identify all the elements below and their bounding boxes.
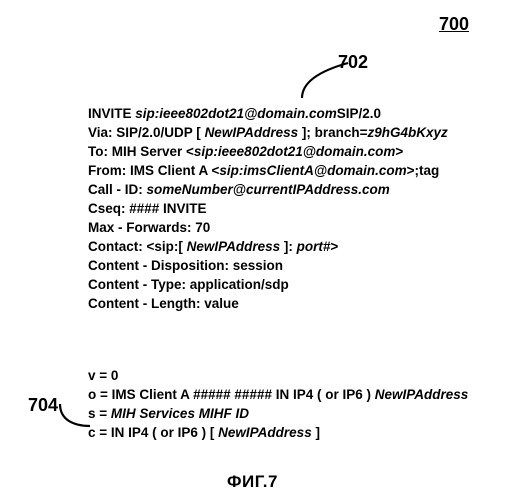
code-line: Call - ID: someNumber@currentIPAddress.c… — [88, 180, 448, 199]
ref-number-704: 704 — [28, 395, 58, 416]
code-line: Content - Disposition: session — [88, 256, 448, 275]
code-segment: INVITE — [88, 106, 135, 121]
code-segment: Cseq: #### INVITE — [88, 201, 207, 216]
code-segment: ]: — [280, 239, 297, 254]
code-segment: NewIPAddress — [218, 425, 312, 440]
code-line: Content - Length: value — [88, 294, 448, 313]
code-segment: Content - Type: application/sdp — [88, 277, 289, 292]
code-line: From: IMS Client A <sip:imsClientA@domai… — [88, 161, 448, 180]
callout-curve-704 — [56, 390, 92, 430]
code-line: o = IMS Client A ##### ##### IN IP4 ( or… — [88, 385, 468, 404]
code-line: To: MIH Server <sip:ieee802dot21@domain.… — [88, 142, 448, 161]
code-line: Content - Type: application/sdp — [88, 275, 448, 294]
code-segment: SIP/2.0 — [337, 106, 381, 121]
code-segment: Via: SIP/2.0/UDP [ — [88, 125, 205, 140]
callout-path — [60, 404, 90, 426]
code-line: Contact: <sip:[ NewIPAddress ]: port#> — [88, 237, 448, 256]
code-segment: sip:ieee802dot21@domain.com — [194, 144, 395, 159]
code-segment: NewIPAddress — [375, 387, 469, 402]
code-segment: NewIPAddress — [205, 125, 299, 140]
ref-number-702: 702 — [338, 52, 368, 73]
code-segment: sip:imsClientA@domain.com — [219, 163, 406, 178]
code-line: c = IN IP4 ( or IP6 ) [ NewIPAddress ] — [88, 423, 468, 442]
code-segment: c = IN IP4 ( or IP6 ) [ — [88, 425, 218, 440]
code-segment: Content - Disposition: session — [88, 258, 283, 273]
code-line: INVITE sip:ieee802dot21@domain.comSIP/2.… — [88, 104, 448, 123]
code-segment: NewIPAddress — [187, 239, 281, 254]
sdp-body-block: v = 0 o = IMS Client A ##### ##### IN IP4… — [88, 366, 468, 442]
code-segment: > — [395, 144, 403, 159]
code-segment: > — [330, 239, 338, 254]
code-segment: Contact: <sip:[ — [88, 239, 187, 254]
code-segment: From: IMS Client A < — [88, 163, 219, 178]
code-segment: s = — [88, 406, 111, 421]
code-segment: Max - Forwards: 70 — [88, 220, 210, 235]
code-segment: Call - ID: — [88, 182, 147, 197]
code-segment: >;tag — [407, 163, 440, 178]
code-segment: o = IMS Client A ##### ##### IN IP4 ( or… — [88, 387, 375, 402]
sip-invite-block: INVITE sip:ieee802dot21@domain.comSIP/2.… — [88, 104, 448, 313]
code-segment: port# — [297, 239, 331, 254]
code-segment: someNumber@currentIPAddress.com — [147, 182, 390, 197]
code-segment: v = 0 — [88, 368, 118, 383]
code-segment: To: MIH Server < — [88, 144, 194, 159]
figure-page: 700 702 704 INVITE sip:ieee802dot21@doma… — [0, 0, 505, 500]
code-line: v = 0 — [88, 366, 468, 385]
code-segment: MIH Services MIHF ID — [111, 406, 249, 421]
ref-number-700: 700 — [439, 14, 469, 35]
code-segment: ]; branch= — [298, 125, 367, 140]
figure-label: ФИГ.7 — [0, 472, 505, 492]
code-segment: z9hG4bKxyz — [367, 125, 447, 140]
code-line: Via: SIP/2.0/UDP [ NewIPAddress ]; branc… — [88, 123, 448, 142]
code-segment: sip:ieee802dot21@domain.com — [135, 106, 336, 121]
code-line: s = MIH Services MIHF ID — [88, 404, 468, 423]
code-line: Cseq: #### INVITE — [88, 199, 448, 218]
code-segment: Content - Length: value — [88, 296, 239, 311]
code-segment: ] — [312, 425, 320, 440]
code-line: Max - Forwards: 70 — [88, 218, 448, 237]
